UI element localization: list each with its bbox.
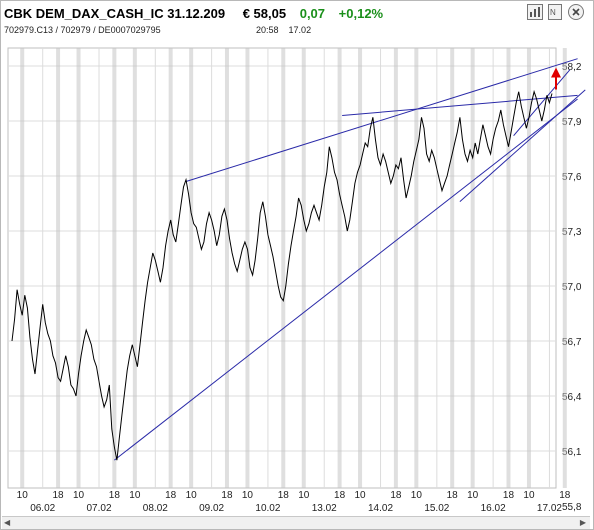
x-tick-label: 18 bbox=[109, 490, 121, 501]
trendline bbox=[185, 58, 578, 182]
x-tick-label: 10 bbox=[242, 490, 254, 501]
x-tick-label: 07.02 bbox=[86, 503, 111, 514]
chart-settings-button[interactable] bbox=[527, 4, 543, 20]
instrument-codes: 702979.C13 / 702979 / DE0007029795 bbox=[4, 25, 161, 35]
x-tick-label: 10 bbox=[186, 490, 198, 501]
scroll-right-icon[interactable]: ▶ bbox=[579, 518, 586, 527]
x-tick-label: 18 bbox=[559, 490, 571, 501]
y-tick-label: 56,7 bbox=[562, 337, 582, 348]
y-tick-label: 57,3 bbox=[562, 227, 582, 238]
price-change-percent: +0,12% bbox=[338, 6, 384, 21]
trend-arrow-icon bbox=[551, 67, 561, 78]
x-tick-label: 18 bbox=[53, 490, 65, 501]
x-tick-label: 18 bbox=[447, 490, 459, 501]
x-tick-label: 18 bbox=[334, 490, 346, 501]
trendline bbox=[114, 98, 578, 461]
price-chart: 58,257,957,657,357,056,756,456,155,81006… bbox=[7, 47, 586, 514]
close-button[interactable] bbox=[568, 4, 584, 20]
instrument-name: CBK DEM_DAX_CASH_IC 31.12.209 bbox=[4, 6, 226, 21]
quote-date: 17.02 bbox=[288, 25, 312, 35]
scroll-left-icon[interactable]: ◀ bbox=[4, 518, 11, 527]
x-tick-label: 17.02 bbox=[537, 503, 562, 514]
y-tick-label: 58,2 bbox=[562, 62, 582, 73]
instrument-codes-line: 702979.C13 / 702979 / DE0007029795 20:58… bbox=[4, 25, 311, 35]
x-tick-label: 10 bbox=[523, 490, 535, 501]
y-tick-label: 57,0 bbox=[562, 282, 582, 293]
x-tick-label: 09.02 bbox=[199, 503, 224, 514]
trendline bbox=[342, 94, 578, 116]
x-tick-label: 18 bbox=[165, 490, 177, 501]
x-tick-label: 10 bbox=[298, 490, 310, 501]
x-tick-label: 10 bbox=[467, 490, 479, 501]
x-tick-label: 14.02 bbox=[368, 503, 393, 514]
x-tick-label: 18 bbox=[390, 490, 402, 501]
trendline bbox=[459, 89, 586, 203]
price-change: 0,07 bbox=[299, 6, 326, 21]
y-tick-label: 56,4 bbox=[562, 392, 582, 403]
x-tick-label: 10 bbox=[129, 490, 141, 501]
x-tick-label: 10 bbox=[411, 490, 423, 501]
x-tick-label: 15.02 bbox=[424, 503, 449, 514]
quote-time: 20:58 bbox=[256, 25, 279, 35]
chart-settings-icon bbox=[530, 7, 540, 17]
chart-type-icon: N bbox=[550, 8, 556, 17]
quote-timestamp: 20:58 17.02 bbox=[256, 25, 311, 35]
x-tick-label: 13.02 bbox=[312, 503, 337, 514]
x-tick-label: 18 bbox=[221, 490, 233, 501]
y-tick-label: 57,9 bbox=[562, 117, 582, 128]
chart-type-button[interactable]: N bbox=[548, 4, 562, 20]
y-tick-label: 57,6 bbox=[562, 172, 582, 183]
y-tick-label: 56,1 bbox=[562, 447, 582, 458]
x-tick-label: 10 bbox=[73, 490, 85, 501]
close-icon bbox=[572, 8, 580, 16]
x-tick-label: 18 bbox=[278, 490, 290, 501]
x-tick-label: 18 bbox=[503, 490, 515, 501]
svg-text:N: N bbox=[550, 8, 556, 17]
x-tick-label: 10 bbox=[17, 490, 29, 501]
x-tick-label: 10.02 bbox=[255, 503, 280, 514]
trendline bbox=[513, 69, 571, 136]
x-tick-label: 16.02 bbox=[481, 503, 506, 514]
x-tick-label: 10 bbox=[354, 490, 366, 501]
last-price: € 58,05 bbox=[242, 6, 287, 21]
instrument-header: CBK DEM_DAX_CASH_IC 31.12.209 € 58,05 0,… bbox=[4, 6, 383, 21]
x-tick-label: 06.02 bbox=[30, 503, 55, 514]
horizontal-scrollbar[interactable]: ◀ ▶ bbox=[2, 516, 590, 529]
y-tick-label: 55,8 bbox=[562, 502, 582, 513]
x-tick-label: 08.02 bbox=[143, 503, 168, 514]
price-series-line bbox=[11, 89, 553, 461]
